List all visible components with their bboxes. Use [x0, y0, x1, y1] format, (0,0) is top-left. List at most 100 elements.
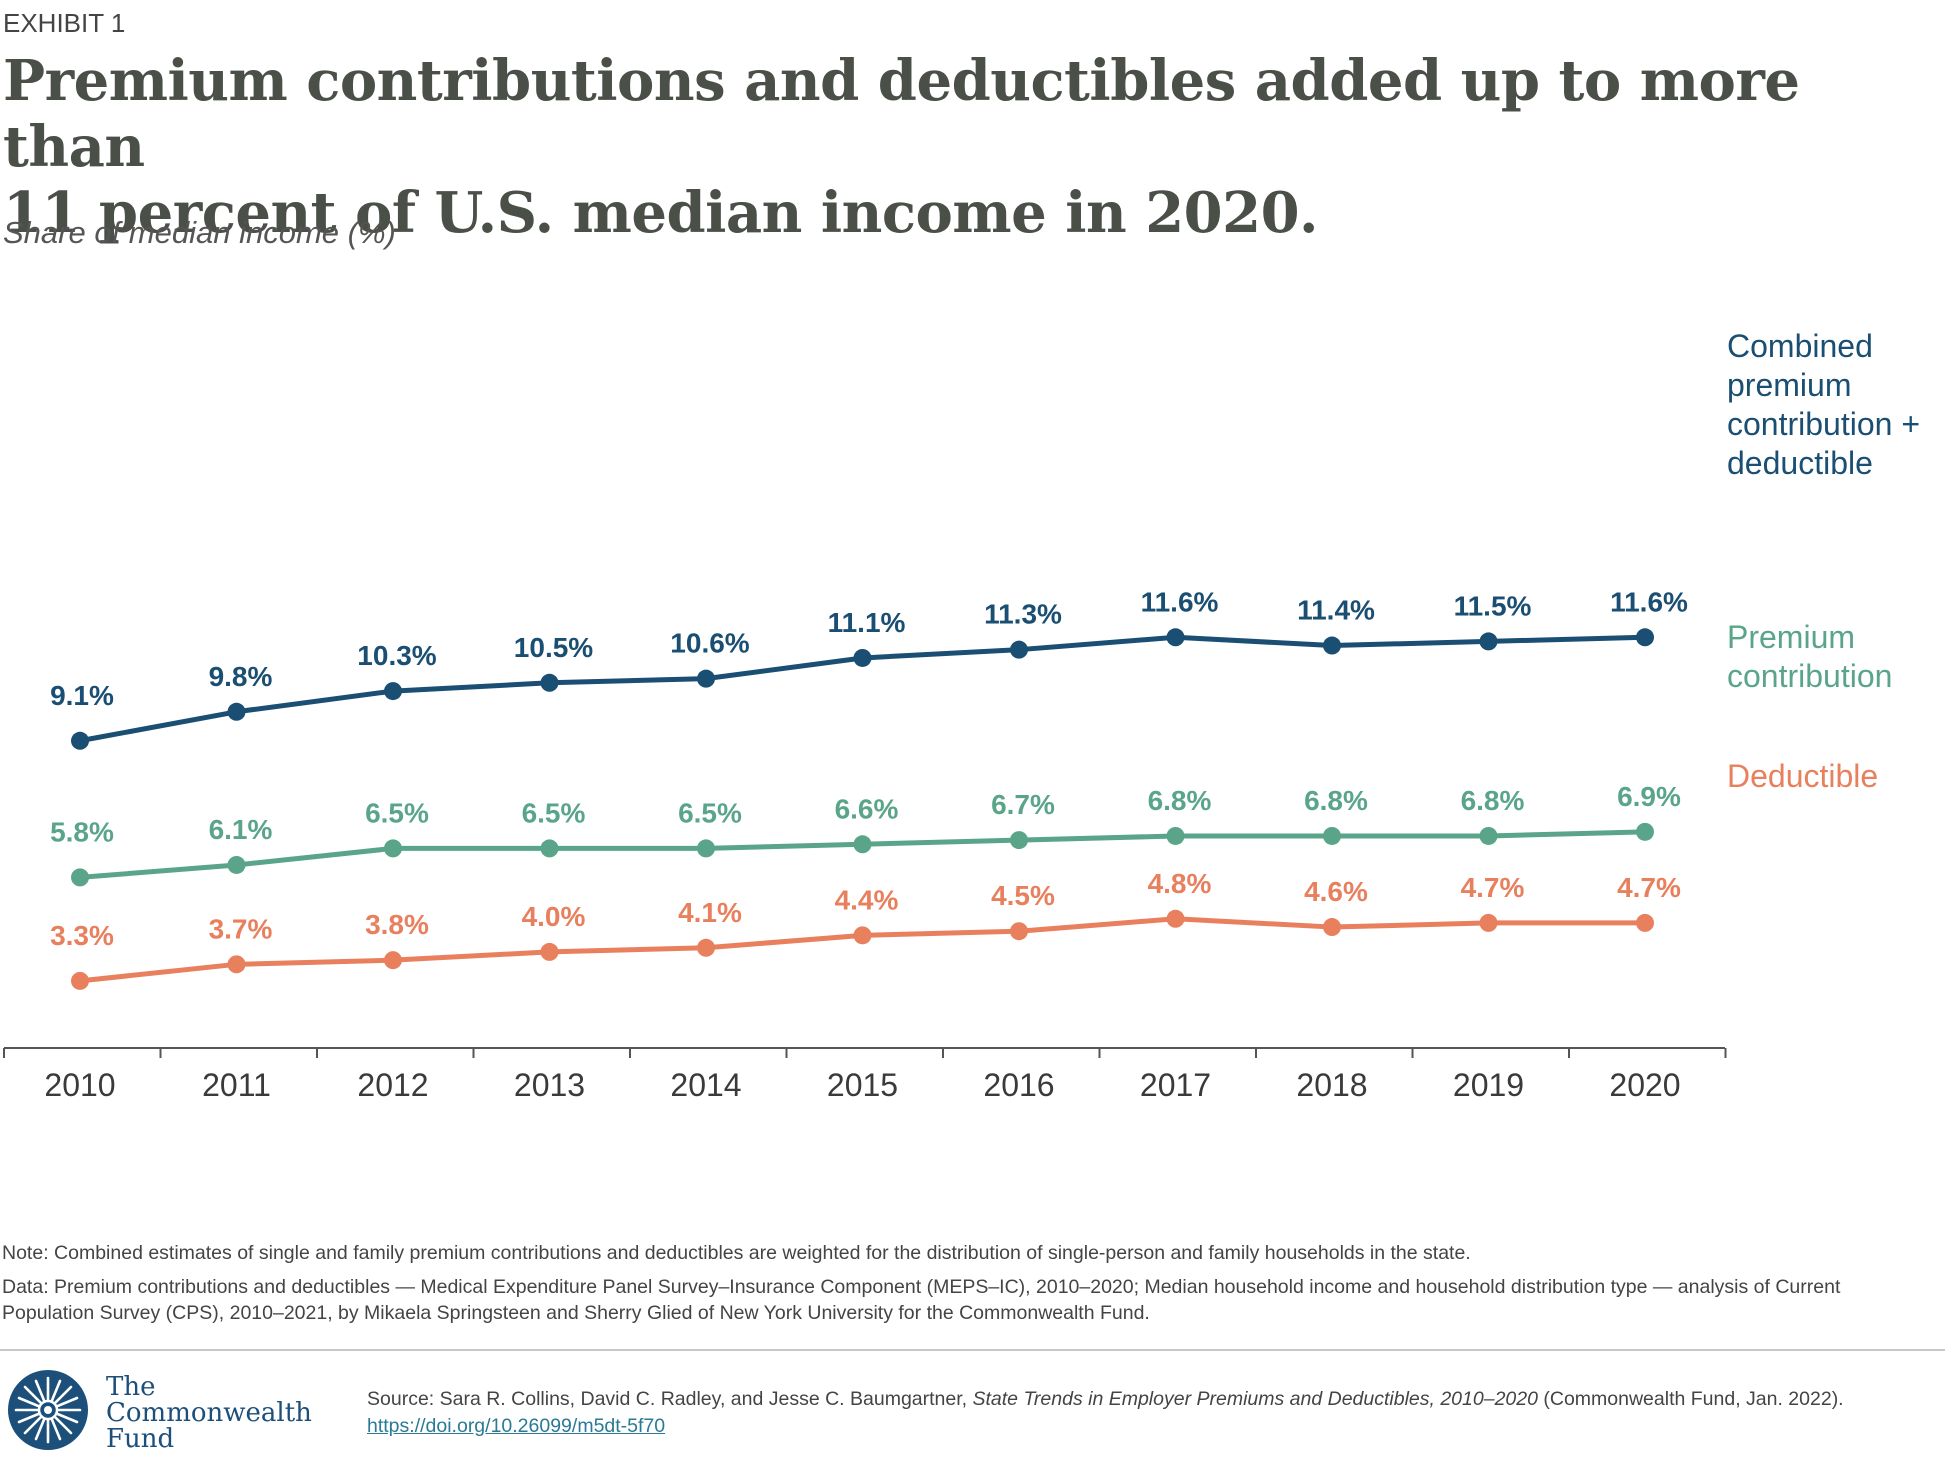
- data-point: [1636, 822, 1654, 841]
- x-tick-label: 2013: [514, 1067, 585, 1100]
- data-point: [71, 731, 89, 750]
- data-label: 9.1%: [50, 680, 114, 711]
- data-point: [1166, 909, 1185, 928]
- footnote-note: Note: Combined estimates of single and f…: [2, 1242, 1471, 1264]
- data-label: 11.5%: [1454, 590, 1532, 621]
- data-point: [384, 682, 402, 701]
- source-prefix: Source: Sara R. Collins, David C. Radley…: [367, 1388, 973, 1410]
- commonwealth-fund-logo: The Commonwealth Fund: [6, 1370, 346, 1454]
- data-point: [1010, 831, 1028, 850]
- data-label: 6.6%: [835, 793, 899, 824]
- x-tick-label: 2019: [1453, 1067, 1524, 1100]
- data-label: 11.6%: [1610, 586, 1688, 617]
- data-label: 6.7%: [991, 789, 1055, 820]
- logo-text-line-2: Commonwealth: [106, 1398, 312, 1428]
- data-point: [1636, 628, 1654, 647]
- series-label: Deductible: [1727, 757, 1878, 796]
- chart-title-line-2: 11 percent of U.S. median income in 2020…: [3, 180, 1319, 246]
- data-point: [540, 673, 559, 692]
- x-tick-label: 2015: [827, 1067, 898, 1100]
- snowflake-star-icon: [8, 1370, 88, 1450]
- x-tick-label: 2020: [1609, 1067, 1680, 1100]
- data-point: [697, 938, 715, 957]
- data-point: [1479, 826, 1498, 845]
- data-point: [1636, 913, 1654, 932]
- data-point: [71, 971, 89, 990]
- exhibit-label: EXHIBIT 1: [3, 8, 126, 38]
- data-label: 6.8%: [1461, 785, 1525, 816]
- data-label: 10.3%: [357, 640, 436, 671]
- data-point: [853, 835, 872, 854]
- data-label: 3.7%: [209, 913, 273, 944]
- data-point: [1479, 632, 1498, 651]
- source-report-title: State Trends in Employer Premiums and De…: [972, 1388, 1538, 1410]
- data-point: [227, 702, 246, 721]
- footer-divider: [0, 1349, 1945, 1351]
- data-point: [1166, 628, 1185, 647]
- footnote-data: Data: Premium contributions and deductib…: [2, 1276, 1841, 1324]
- data-point: [1323, 918, 1341, 937]
- data-label: 3.8%: [365, 909, 429, 940]
- data-point: [853, 648, 872, 667]
- data-label: 6.5%: [522, 797, 586, 828]
- data-label: 4.6%: [1304, 876, 1368, 907]
- data-point: [227, 855, 246, 874]
- data-label: 11.1%: [828, 607, 906, 638]
- data-point: [697, 669, 715, 688]
- x-tick-label: 2010: [44, 1067, 115, 1100]
- series-label-line: Premium: [1727, 619, 1856, 655]
- data-label: 10.6%: [670, 628, 749, 659]
- data-label: 6.5%: [678, 797, 742, 828]
- data-label: 4.7%: [1617, 872, 1681, 903]
- chart-title-line-1: Premium contributions and deductibles ad…: [3, 48, 1800, 180]
- data-point: [1010, 640, 1028, 659]
- data-label: 6.8%: [1148, 785, 1212, 816]
- x-tick-label: 2016: [983, 1067, 1054, 1100]
- data-point: [1479, 913, 1498, 932]
- series-label-line: Combined: [1727, 328, 1873, 364]
- data-point: [1323, 636, 1341, 655]
- data-label: 4.5%: [991, 880, 1055, 911]
- data-point: [853, 926, 872, 945]
- line-chart: 2010 2011 2012 2013 2014 2015 2016 2017 2018 2019…: [3, 586, 1727, 1100]
- data-point: [540, 839, 559, 858]
- series-label: Premium contribution: [1727, 618, 1892, 696]
- x-tick-label: 2014: [670, 1067, 741, 1100]
- data-label: 10.5%: [514, 632, 593, 663]
- series-label-line: Deductible: [1727, 758, 1879, 794]
- logo-text-line-3: Fund: [106, 1424, 175, 1454]
- series-label: Combined premium contribution + deductible: [1727, 327, 1920, 483]
- data-label: 5.8%: [50, 816, 114, 847]
- series-label-line: contribution +: [1727, 406, 1921, 442]
- data-point: [1166, 826, 1185, 845]
- series-label-line: contribution: [1727, 658, 1893, 694]
- data-point: [71, 868, 89, 887]
- source-suffix: (Commonwealth Fund, Jan. 2022).: [1537, 1388, 1844, 1410]
- data-label: 6.5%: [365, 797, 429, 828]
- data-label: 6.1%: [209, 814, 273, 845]
- data-label: 4.0%: [522, 901, 586, 932]
- series-label-line: premium: [1727, 367, 1852, 403]
- data-label: 4.1%: [678, 897, 742, 928]
- chart-title: Premium contributions and deductibles ad…: [3, 48, 1903, 246]
- data-label: 4.8%: [1148, 868, 1212, 899]
- logo-text-line-1: The: [106, 1372, 156, 1402]
- data-label: 6.9%: [1617, 781, 1681, 812]
- data-label: 9.8%: [209, 661, 273, 692]
- data-point: [1010, 922, 1028, 941]
- data-label: 3.3%: [50, 920, 114, 951]
- data-label: 4.7%: [1461, 872, 1525, 903]
- x-tick-label: 2011: [202, 1067, 271, 1100]
- data-point: [227, 955, 246, 974]
- data-label: 4.4%: [835, 884, 899, 915]
- data-point: [697, 839, 715, 858]
- source-doi-link[interactable]: https://doi.org/10.26099/m5dt-5f70: [367, 1415, 666, 1437]
- x-tick-label: 2012: [357, 1067, 428, 1100]
- data-label: 11.6%: [1141, 586, 1219, 617]
- series-label-line: deductible: [1727, 445, 1873, 481]
- chart-subtitle: Share of median income (%): [3, 215, 396, 250]
- source-citation: Source: Sara R. Collins, David C. Radley…: [367, 1386, 1937, 1440]
- data-label: 11.3%: [984, 599, 1062, 630]
- x-tick-label: 2017: [1140, 1067, 1211, 1100]
- data-point: [384, 951, 402, 970]
